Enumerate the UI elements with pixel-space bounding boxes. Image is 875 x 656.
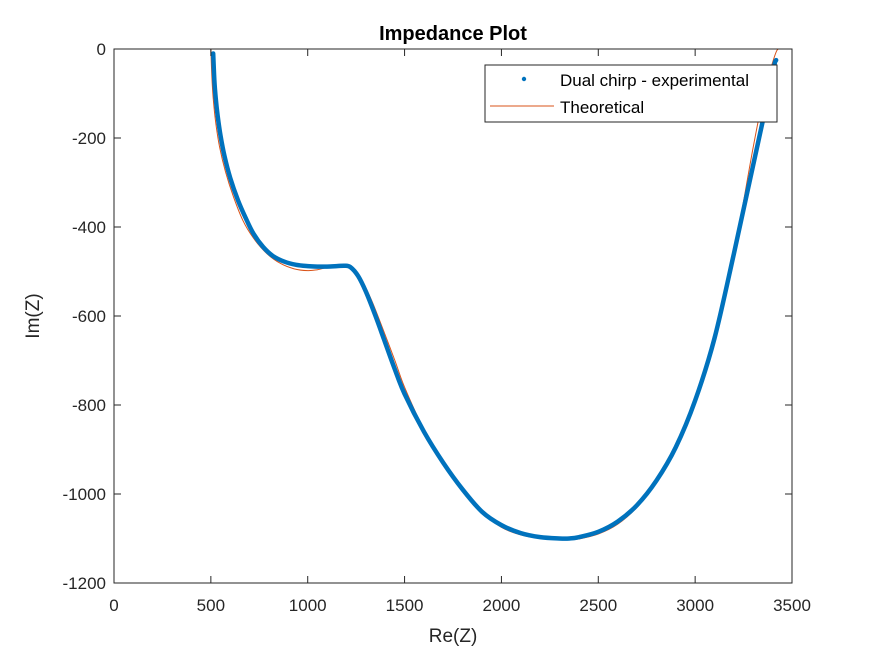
x-tick-label: 1500 — [386, 596, 424, 615]
y-tick-label: -200 — [72, 129, 106, 148]
y-tick-label: -600 — [72, 307, 106, 326]
x-tick-label: 3500 — [773, 596, 811, 615]
y-tick-label: -800 — [72, 396, 106, 415]
legend-marker-experimental — [521, 76, 527, 82]
ticks-layer: 0 500 1000 1500 2000 2500 3000 3500 0 -200 -400 -60… — [63, 40, 811, 615]
legend-label-experimental: Dual chirp - experimental — [560, 71, 749, 90]
x-tick-label: 0 — [109, 596, 118, 615]
y-tick-label: 0 — [97, 40, 106, 59]
y-tick-label: -1000 — [63, 485, 106, 504]
x-tick-label: 2500 — [579, 596, 617, 615]
legend-label-theoretical: Theoretical — [560, 98, 644, 117]
series-experimental-dots — [210, 51, 779, 541]
legend-box — [484, 64, 778, 123]
x-tick-label: 3000 — [676, 596, 714, 615]
x-tick-label: 500 — [197, 596, 225, 615]
y-tick-label: -400 — [72, 218, 106, 237]
y-tick-label: -1200 — [63, 574, 106, 593]
x-axis-title: Re(Z) — [429, 626, 478, 647]
chart-title: Impedance Plot — [379, 23, 527, 45]
plot-area-background — [114, 49, 792, 583]
y-axis-title: Im(Z) — [23, 293, 44, 338]
legend: Dual chirp - experimental Theoretical — [484, 64, 778, 123]
series-layer — [210, 48, 779, 541]
x-tick-label: 1000 — [289, 596, 327, 615]
x-tick-label: 2000 — [483, 596, 521, 615]
